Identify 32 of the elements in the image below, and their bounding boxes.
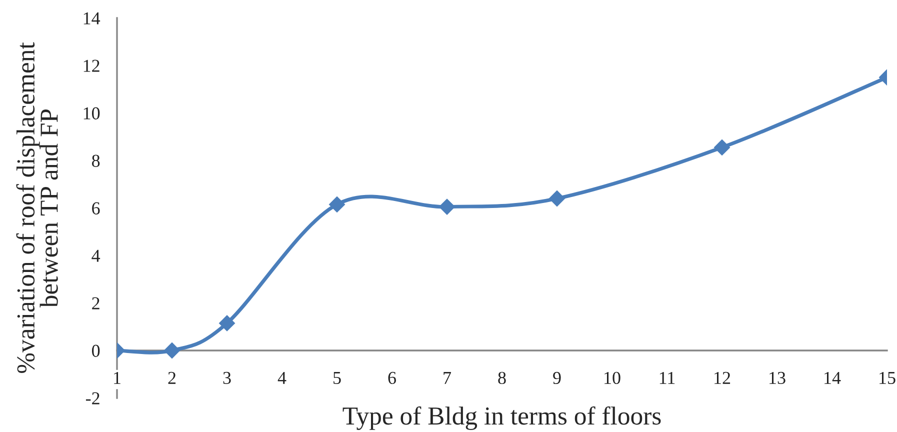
x-tick-label: 13 (770, 372, 786, 384)
y-tick-label: 2 (92, 297, 100, 310)
point (328, 196, 346, 213)
point (438, 198, 456, 216)
x-tick-label: 14 (824, 372, 841, 384)
x-tick-label: 1 (114, 372, 120, 384)
y-tick-label: 4 (92, 250, 100, 262)
x-tick-label: 11 (660, 372, 675, 384)
x-tick-label: 5 (334, 372, 341, 384)
x-tick-label: 4 (278, 372, 286, 384)
x-tick-label: 15 (880, 372, 896, 384)
x-tick-label: 8 (498, 372, 506, 384)
x-axis-title: Type of Bldg in terms of floors (342, 406, 661, 430)
x-tick-label: 10 (604, 372, 620, 384)
point (164, 342, 180, 359)
x-tick-label: 7 (444, 372, 451, 384)
point (218, 314, 236, 332)
x-tick-label: 12 (714, 372, 730, 384)
y-tick-label: 10 (84, 107, 100, 120)
y-axis-title: %variation of roof displacement between TP and FP (16, 42, 58, 374)
y-tick-label: 8 (92, 154, 100, 167)
x-tick-label: 2 (168, 372, 176, 384)
y-tick-label: 14 (84, 12, 100, 24)
point (714, 139, 730, 156)
x-tick-label: 3 (223, 372, 231, 384)
y-tick-label: 6 (92, 202, 100, 214)
y-tick-label: 12 (84, 60, 100, 72)
y-tick-label: -2 (86, 392, 100, 404)
y-tick-label: 0 (92, 344, 100, 357)
x-tick-label: 6 (388, 372, 396, 384)
point (548, 190, 566, 207)
x-tick-label: 9 (553, 372, 561, 384)
